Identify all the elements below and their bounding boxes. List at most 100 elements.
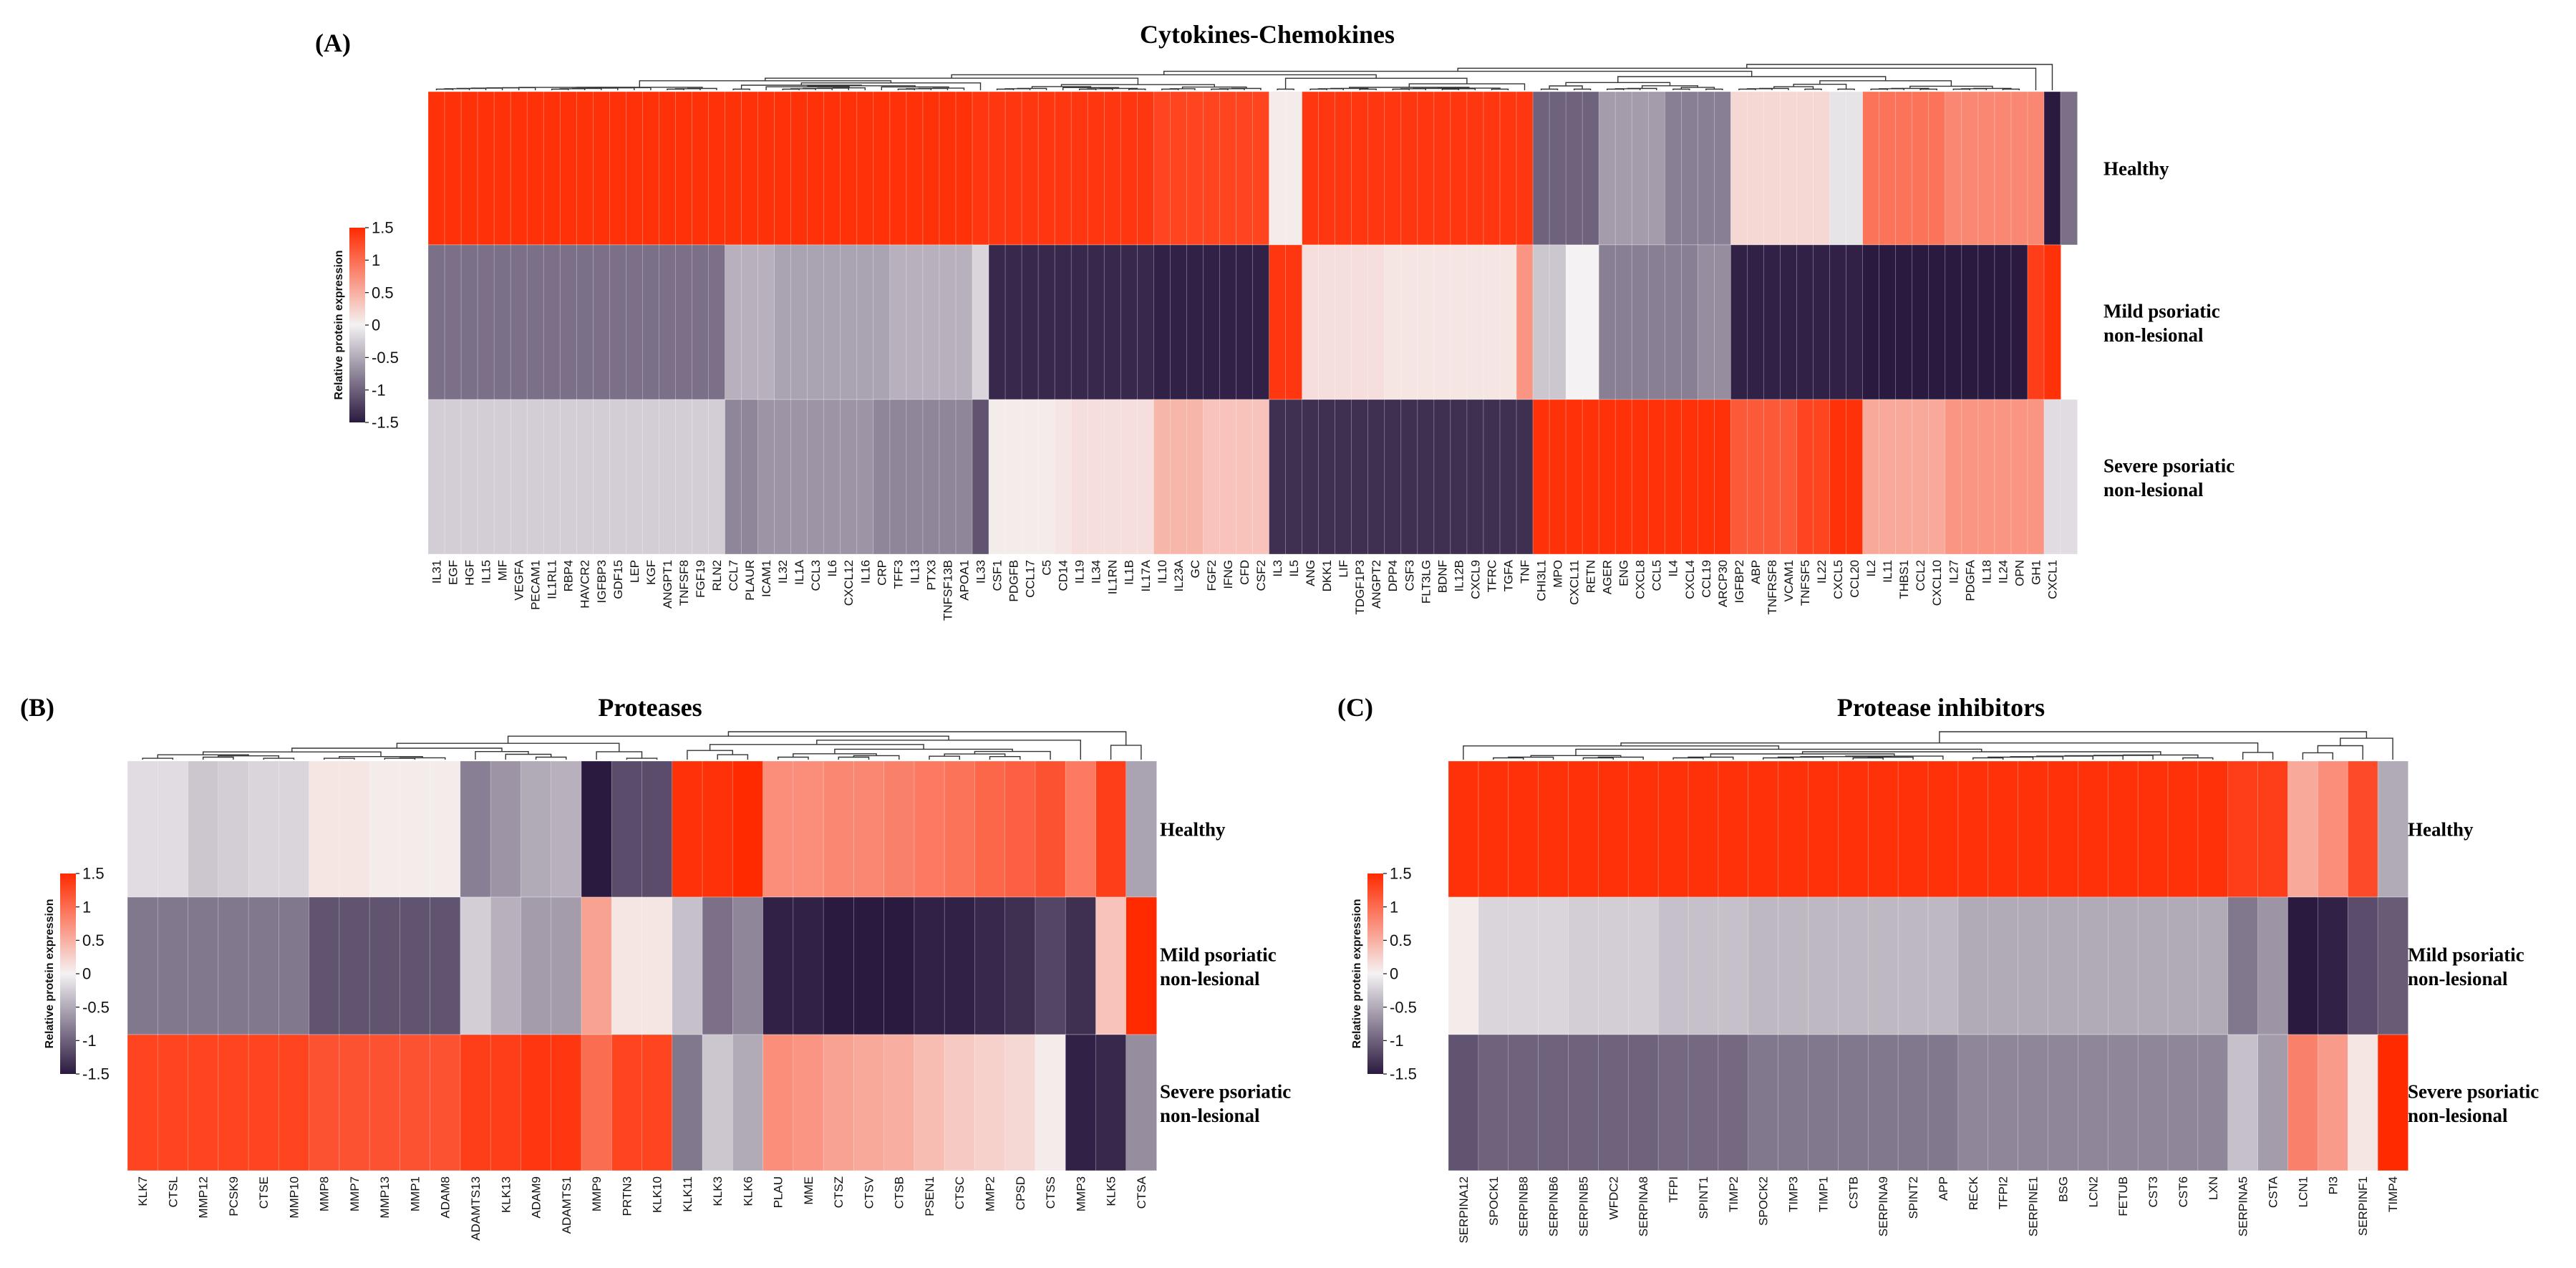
row-label: Healthy [2408, 819, 2474, 841]
heatmap-cell [581, 896, 613, 1035]
column-label: LCN1 [2296, 1176, 2310, 1207]
legend-tick-label: -1 [82, 1032, 97, 1050]
heatmap-cell [1808, 1034, 1839, 1171]
column-label: THBS1 [1897, 560, 1911, 599]
column-label: MPO [1551, 560, 1565, 588]
heatmap-cell [1912, 399, 1929, 555]
heatmap-cell [1838, 1034, 1869, 1171]
heatmap-cell [559, 91, 578, 246]
heatmap-cell [279, 896, 310, 1035]
legend-title: Relative protein expression [1351, 899, 1363, 1049]
heatmap-cell [1698, 399, 1715, 555]
dendrogram-branch [1607, 88, 1624, 90]
heatmap-cell [1718, 760, 1749, 898]
legend-tick-label: -0.5 [1390, 998, 1417, 1016]
column-label: KLK6 [741, 1176, 755, 1206]
heatmap-cell [2048, 760, 2079, 898]
heatmap-cell [2018, 1034, 2049, 1171]
column-label: PLAUR [743, 560, 757, 601]
heatmap-cell [1186, 399, 1204, 555]
column-label: MMP13 [378, 1176, 392, 1219]
column-label: ICAM1 [760, 560, 773, 597]
column-label: CHI3L1 [1535, 560, 1549, 601]
heatmap-cell [526, 399, 545, 555]
heatmap-cell [1664, 399, 1682, 555]
heatmap-cell [840, 244, 858, 400]
heatmap-cell [1499, 91, 1517, 246]
dendrogram-branch [732, 88, 750, 90]
dendrogram-branch [929, 755, 960, 760]
heatmap-cell [460, 760, 492, 898]
heatmap-cell [1203, 91, 1221, 246]
heatmap-cell [1598, 399, 1617, 555]
heatmap-cell [1367, 91, 1385, 246]
legend-tick-label: -1.5 [1390, 1065, 1417, 1083]
column-label: CXCL5 [1831, 560, 1845, 599]
heatmap-cell [218, 896, 249, 1035]
column-label: ARCP30 [1716, 560, 1730, 607]
heatmap-cell [1095, 760, 1127, 898]
row-labels-c: Healthy Mild psoriatic non-lesional Severe … [2408, 819, 2539, 1127]
heatmap-cell [559, 399, 578, 555]
heatmap-cell [1763, 91, 1781, 246]
heatmap-cell [1895, 91, 1913, 246]
column-label: PDGFA [1963, 559, 1977, 601]
column-label: APOA1 [957, 560, 971, 601]
column-label: PTX3 [924, 560, 938, 591]
heatmap-cell [559, 244, 578, 400]
column-label: IL12B [1452, 560, 1466, 591]
column-label: IL3 [1271, 560, 1284, 577]
column-label: CTSA [1135, 1176, 1148, 1209]
heatmap-cell [576, 91, 594, 246]
heatmap-cell [248, 760, 280, 898]
heatmap-cell [543, 244, 561, 400]
heatmap-cell [1103, 244, 1122, 400]
heatmap-cell [1614, 244, 1633, 400]
heatmap-cell [922, 91, 940, 246]
heatmap-cell [1568, 760, 1599, 898]
column-label: KLK10 [651, 1176, 664, 1213]
heatmap-cell [1582, 244, 1600, 400]
heatmap-cell [914, 1034, 946, 1171]
column-label: VCAM1 [1782, 560, 1796, 602]
heatmap-cell [1778, 1034, 1809, 1171]
row-labels-a: Healthy Mild psoriatic non-lesional Severe … [2103, 158, 2234, 500]
column-label: IL11 [1881, 560, 1894, 583]
heatmap-cell [1367, 244, 1385, 400]
heatmap-cell [823, 399, 841, 555]
heatmap-cell [692, 91, 710, 246]
column-label: CCL7 [727, 560, 740, 591]
heatmap-cell [2347, 896, 2379, 1035]
column-label: TDGF1P3 [1353, 560, 1367, 615]
column-label: ANGPT1 [661, 560, 674, 609]
dendrogram-branch [639, 80, 892, 87]
heatmap-cell [1054, 399, 1072, 555]
heatmap-cell [725, 91, 742, 246]
heatmap-cell [2167, 1034, 2199, 1171]
heatmap-cell [1103, 91, 1122, 246]
column-label: KGF [644, 560, 658, 585]
heatmap-cells-c [1448, 760, 2408, 1171]
heatmap-cell [642, 91, 660, 246]
heatmap-cell [309, 896, 340, 1035]
heatmap-cell [1897, 1034, 1929, 1171]
column-label: KLK13 [499, 1176, 513, 1213]
column-label: TIMP1 [1816, 1176, 1830, 1212]
heatmap-cell [1137, 244, 1155, 400]
column-label: FLT3LG [1419, 560, 1433, 604]
heatmap-cell [1021, 399, 1040, 555]
column-label: MMP10 [287, 1176, 301, 1219]
column-label: IL31 [430, 560, 444, 584]
heatmap-cell [1417, 91, 1435, 246]
column-label: KLK3 [711, 1176, 725, 1206]
column-label: ADAM8 [439, 1176, 452, 1219]
heatmap-panel-b: (B) Proteases KLK7 CTSL MMP12 PCSK9 CTSE MMP1… [20, 693, 1291, 1241]
heatmap-cell [1532, 91, 1550, 246]
heatmap-cell [2167, 896, 2199, 1035]
heatmap-cell [823, 244, 841, 400]
dendrogram-branch [1582, 757, 1614, 760]
heatmap-cell [793, 1034, 824, 1171]
row-label: Mild psoriatic [1160, 944, 1277, 965]
column-label: ADAM9 [530, 1176, 543, 1219]
heatmap-cell [510, 399, 528, 555]
